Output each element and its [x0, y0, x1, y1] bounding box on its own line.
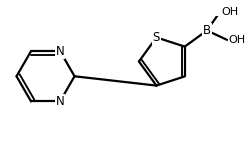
Text: OH: OH	[221, 7, 238, 17]
Text: OH: OH	[229, 35, 246, 45]
Text: N: N	[56, 45, 65, 58]
Text: S: S	[153, 31, 160, 44]
Text: N: N	[56, 95, 65, 108]
Text: B: B	[203, 24, 211, 37]
